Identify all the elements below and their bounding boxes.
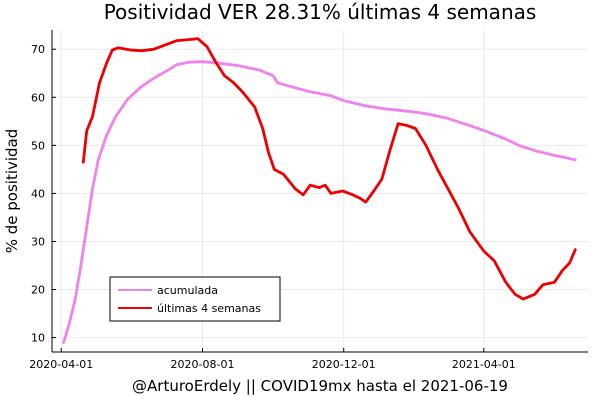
x-tick-label: 2021-04-01	[452, 358, 516, 371]
axes	[51, 30, 588, 353]
x-tick-label: 2020-12-01	[312, 358, 376, 371]
x-tick-label: 2020-08-01	[171, 358, 235, 371]
legend-box	[109, 276, 281, 322]
y-tick-label: 60	[31, 91, 45, 104]
y-tick-label: 50	[31, 139, 45, 152]
chart-title: Positividad VER 28.31% últimas 4 semanas	[104, 0, 537, 24]
y-tick-label: 40	[31, 187, 45, 200]
series-line-acumulada	[62, 60, 577, 344]
y-tick-label: 30	[31, 235, 45, 248]
y-tick-label: 70	[31, 43, 45, 56]
legend-label-acumulada: acumulada	[157, 284, 218, 297]
y-tick-label: 20	[31, 284, 45, 297]
y-axis-label: % de positividad	[3, 129, 21, 254]
series-layer	[62, 37, 577, 344]
x-tick-label: 2020-04-01	[29, 358, 93, 371]
series-line-ultimas-4-semanas	[81, 37, 577, 301]
x-axis-label: @ArturoErdely || COVID19mx hasta el 2021…	[132, 377, 508, 395]
y-tick-label: 10	[31, 332, 45, 345]
legend-label-ultimas: últimas 4 semanas	[157, 302, 261, 315]
y-ticks: 10 20 30 40 50 60 70	[31, 43, 56, 345]
legend: acumulada últimas 4 semanas	[109, 276, 281, 322]
x-ticks: 2020-04-01 2020-08-01 2020-12-01 2021-04-01	[29, 348, 516, 371]
